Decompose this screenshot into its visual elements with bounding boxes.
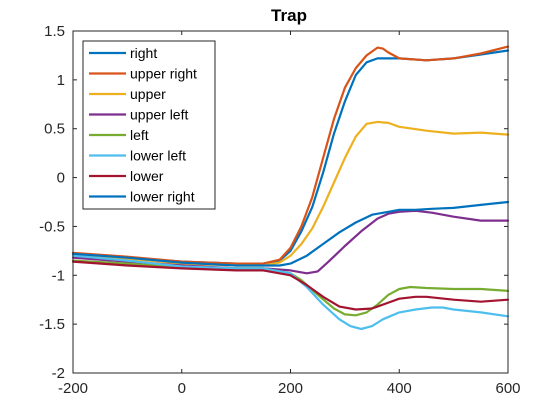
series-layer [71,45,510,331]
x-tick-label: 600 [495,380,520,397]
legend-label-7: lower right [130,189,195,205]
x-tick-label: -200 [58,380,88,397]
legend-label-0: right [130,45,157,61]
legend-label-2: upper [130,86,166,102]
x-tick-label: 0 [178,380,186,397]
y-tick-label: -2 [52,365,65,382]
y-tick-label: 0.5 [44,121,65,138]
series-line-5 [71,254,510,331]
y-tick-label: 1.5 [44,23,65,40]
legend-label-5: lower left [130,148,186,164]
y-tick-label: 1 [57,72,65,89]
legend-label-3: upper left [130,107,188,123]
legend-box [82,40,216,210]
y-tick-label: -0.5 [39,218,65,235]
legend-label-1: upper right [130,66,197,82]
legend-label-4: left [130,127,149,143]
legend: right upper right upper upper left left lower… [82,40,216,210]
series-line-6 [71,260,510,311]
legend-label-6: lower [130,168,164,184]
chart-title: Trap [271,6,307,25]
y-tick-label: -1.5 [39,316,65,333]
ticks-layer: -200 0 200 400 600 -2 -1.5 -1 -0.5 0 0.5 1 1.5 [39,23,520,397]
x-tick-label: 200 [278,380,303,397]
x-tick-label: 400 [387,380,412,397]
y-tick-label: 0 [57,170,65,187]
series-line-1 [71,45,510,265]
series-line-7 [71,200,510,267]
y-tick-label: -1 [52,267,65,284]
